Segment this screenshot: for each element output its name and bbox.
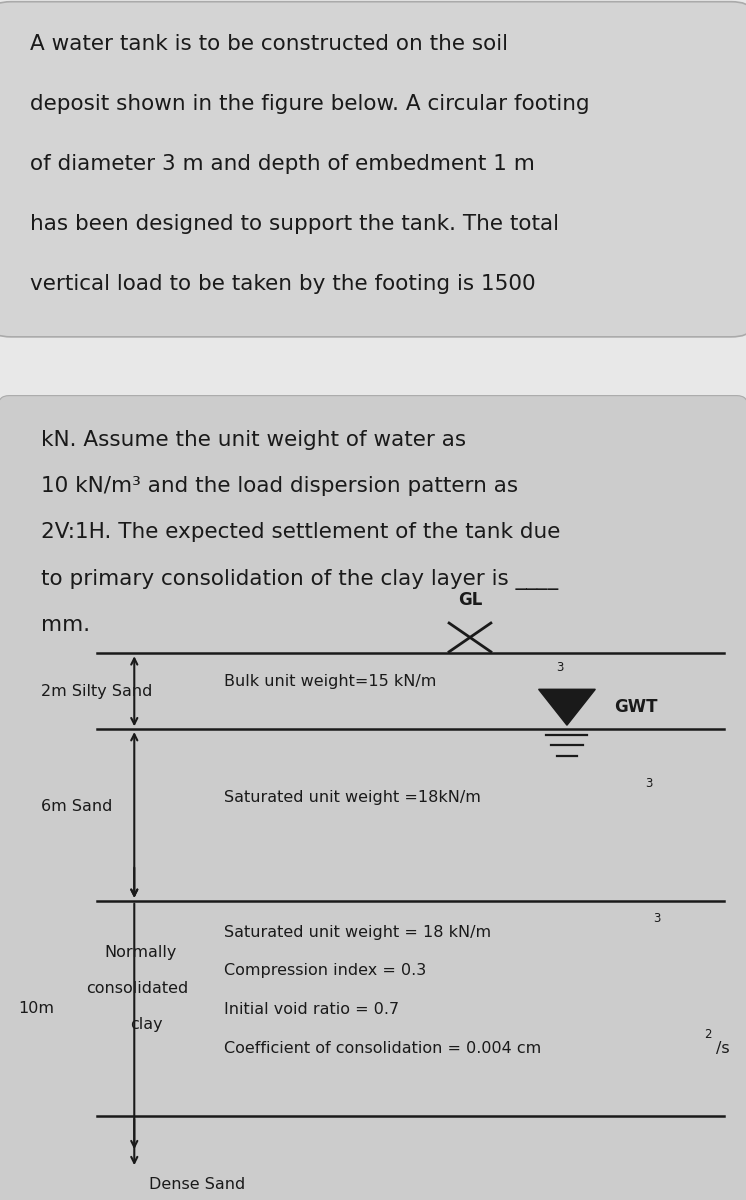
Text: 6m Sand: 6m Sand <box>41 799 113 815</box>
Text: Saturated unit weight = 18 kN/m: Saturated unit weight = 18 kN/m <box>224 925 491 940</box>
Text: of diameter 3 m and depth of embedment 1 m: of diameter 3 m and depth of embedment 1… <box>30 154 535 174</box>
Text: clay: clay <box>131 1016 163 1032</box>
Text: 2V:1H. The expected settlement of the tank due: 2V:1H. The expected settlement of the ta… <box>41 522 560 542</box>
Text: 10m: 10m <box>19 1001 54 1016</box>
Text: Normally: Normally <box>104 946 177 960</box>
Text: kN. Assume the unit weight of water as: kN. Assume the unit weight of water as <box>41 430 466 450</box>
FancyBboxPatch shape <box>0 396 746 1200</box>
Text: GWT: GWT <box>614 698 657 716</box>
Text: Saturated unit weight =18kN/m: Saturated unit weight =18kN/m <box>224 790 480 805</box>
Text: mm.: mm. <box>41 616 90 635</box>
Text: Coefficient of consolidation = 0.004 cm: Coefficient of consolidation = 0.004 cm <box>224 1040 541 1056</box>
Text: /s: /s <box>716 1040 730 1056</box>
Text: GL: GL <box>458 590 482 608</box>
Text: Dense Sand: Dense Sand <box>149 1176 245 1192</box>
Text: consolidated: consolidated <box>86 982 188 996</box>
Polygon shape <box>539 689 595 725</box>
Text: 3: 3 <box>556 661 563 674</box>
Text: vertical load to be taken by the footing is 1500: vertical load to be taken by the footing… <box>30 274 536 294</box>
Text: Initial void ratio = 0.7: Initial void ratio = 0.7 <box>224 1002 399 1016</box>
Text: Compression index = 0.3: Compression index = 0.3 <box>224 964 426 978</box>
Text: 10 kN/m³ and the load dispersion pattern as: 10 kN/m³ and the load dispersion pattern… <box>41 476 518 497</box>
Text: A water tank is to be constructed on the soil: A water tank is to be constructed on the… <box>30 34 508 54</box>
Text: 2m Silty Sand: 2m Silty Sand <box>41 684 152 698</box>
Text: Bulk unit weight=15 kN/m: Bulk unit weight=15 kN/m <box>224 674 436 689</box>
Text: to primary consolidation of the clay layer is ____: to primary consolidation of the clay lay… <box>41 569 558 589</box>
Text: has been designed to support the tank. The total: has been designed to support the tank. T… <box>30 214 559 234</box>
Text: 3: 3 <box>653 912 660 925</box>
Text: deposit shown in the figure below. A circular footing: deposit shown in the figure below. A cir… <box>30 94 589 114</box>
Text: 3: 3 <box>645 776 653 790</box>
FancyBboxPatch shape <box>0 1 746 337</box>
Text: 2: 2 <box>704 1027 712 1040</box>
